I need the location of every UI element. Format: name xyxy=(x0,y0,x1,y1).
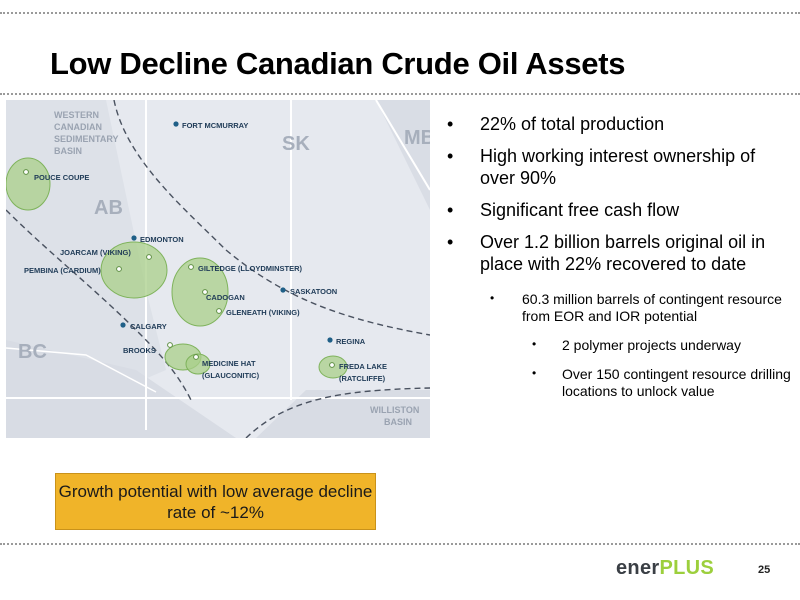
asset-freda-lake-line1: FREDA LAKE xyxy=(339,362,387,371)
growth-callout-text: Growth potential with low average declin… xyxy=(58,481,373,522)
joarcam-pin-icon xyxy=(146,254,152,260)
williston-label-line1: WILLISTON xyxy=(370,405,419,415)
regina-pin-icon xyxy=(327,337,333,343)
sub-sub-bullet-polymer-projects: 2 polymer projects underway xyxy=(532,336,791,354)
bullet-oil-in-place: Over 1.2 billion barrels original oil in… xyxy=(446,231,791,275)
basin-label-line3: SEDIMENTARY xyxy=(54,134,119,144)
asset-medicine-hat-line1: MEDICINE HAT xyxy=(202,359,256,368)
footer-dotted-rule xyxy=(0,543,800,545)
asset-freda-lake-line2: (RATCLIFFE) xyxy=(339,374,386,383)
asset-medicine-hat-line2: (GLAUCONITIC) xyxy=(202,371,260,380)
city-calgary: CALGARY xyxy=(130,322,167,331)
basin-label-line1: WESTERN xyxy=(54,110,99,120)
province-label-bc: BC xyxy=(18,341,47,363)
pembina-pin-icon xyxy=(116,266,122,272)
giltedge-pin-icon xyxy=(188,264,194,270)
fort-mcmurray-pin-icon xyxy=(173,121,179,127)
top-dotted-rule xyxy=(0,12,800,14)
city-edmonton: EDMONTON xyxy=(140,235,184,244)
bullet-list: 22% of total production High working int… xyxy=(446,113,791,412)
city-saskatoon: SASKATOON xyxy=(290,287,337,296)
asset-map: WESTERN CANADIAN SEDIMENTARY BASIN WILLI… xyxy=(6,100,430,438)
basin-label-line4: BASIN xyxy=(54,146,82,156)
medicine-hat-pin-icon xyxy=(193,354,199,360)
basin-label-line2: CANADIAN xyxy=(54,122,102,132)
province-label-mb: MB xyxy=(404,127,430,149)
pouce-coupe-pin-icon xyxy=(23,169,29,175)
asset-gleneath: GLENEATH (VIKING) xyxy=(226,308,300,317)
province-label-sk: SK xyxy=(282,133,310,155)
medicine-hat-area xyxy=(185,353,211,375)
gleneath-pin-icon xyxy=(216,308,222,314)
asset-pembina: PEMBINA (CARDIUM) xyxy=(24,266,101,275)
province-label-ab: AB xyxy=(94,197,123,219)
cadogan-pin-icon xyxy=(202,289,208,295)
asset-giltedge: GILTEDGE (LLOYDMINSTER) xyxy=(198,264,303,273)
williston-label-line2: BASIN xyxy=(384,417,412,427)
pouce-coupe-area xyxy=(6,157,51,211)
saskatoon-pin-icon xyxy=(280,287,286,293)
bullet-free-cash-flow: Significant free cash flow xyxy=(446,199,791,221)
title-dotted-rule xyxy=(0,93,800,95)
enerplus-logo: enerPLUS xyxy=(616,557,714,580)
asset-pouce-coupe: POUCE COUPE xyxy=(34,173,89,182)
city-regina: REGINA xyxy=(336,337,366,346)
bullet-working-interest: High working interest ownership of over … xyxy=(446,145,791,189)
bullet-production-share: 22% of total production xyxy=(446,113,791,135)
page-number: 25 xyxy=(758,564,771,576)
logo-part-ener: ener xyxy=(616,557,660,579)
logo-part-plus: PLUS xyxy=(659,557,714,579)
asset-joarcam: JOARCAM (VIKING) xyxy=(60,248,131,257)
calgary-pin-icon xyxy=(120,322,126,328)
city-fort-mcmurray: FORT MCMURRAY xyxy=(182,121,248,130)
sub-bullet-contingent-resource: 60.3 million barrels of contingent resou… xyxy=(490,290,791,325)
asset-brooks: BROOKS xyxy=(123,346,156,355)
slide-title: Low Decline Canadian Crude Oil Assets xyxy=(50,46,626,81)
asset-cadogan: CADOGAN xyxy=(206,293,245,302)
edmonton-pin-icon xyxy=(131,235,137,241)
freda-lake-pin-icon xyxy=(329,362,335,368)
brooks-pin-icon xyxy=(167,342,173,348)
sub-sub-bullet-drilling-locations: Over 150 contingent resource drilling lo… xyxy=(532,365,791,400)
growth-callout-box: Growth potential with low average declin… xyxy=(55,473,376,530)
giltedge-area xyxy=(171,257,229,327)
